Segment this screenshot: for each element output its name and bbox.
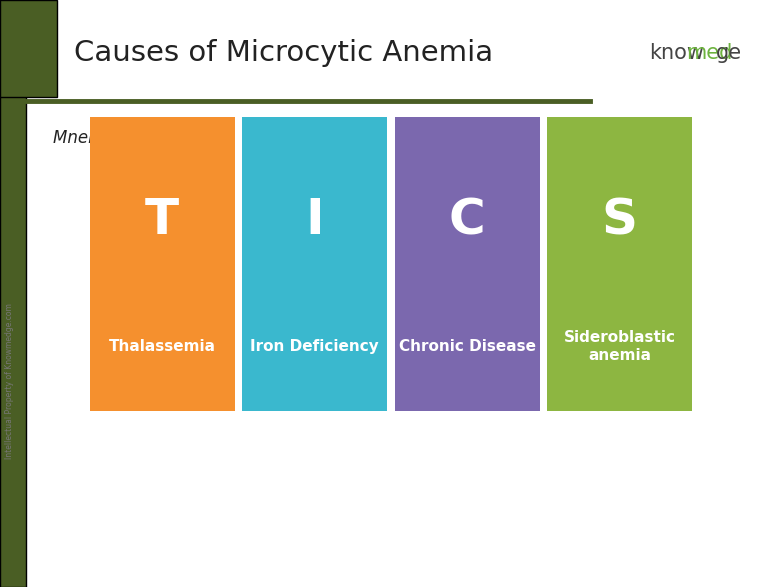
FancyBboxPatch shape: [90, 117, 235, 411]
Text: med: med: [687, 43, 733, 63]
Text: know: know: [649, 43, 704, 63]
Text: C: C: [449, 196, 486, 244]
FancyBboxPatch shape: [395, 117, 540, 411]
Text: Intellectual Property of Knowmedge.com: Intellectual Property of Knowmedge.com: [5, 303, 14, 460]
Text: I: I: [306, 196, 324, 244]
FancyBboxPatch shape: [242, 117, 387, 411]
FancyBboxPatch shape: [0, 0, 57, 97]
Text: S: S: [601, 196, 638, 244]
Text: Thalassemia: Thalassemia: [109, 339, 216, 354]
Text: Causes of Microcytic Anemia: Causes of Microcytic Anemia: [74, 39, 493, 67]
Text: Sideroblastic
anemia: Sideroblastic anemia: [564, 330, 676, 363]
FancyBboxPatch shape: [547, 117, 692, 411]
Text: Chronic Disease: Chronic Disease: [399, 339, 536, 354]
FancyBboxPatch shape: [0, 0, 26, 587]
Text: T: T: [145, 196, 179, 244]
Text: ge: ge: [716, 43, 742, 63]
Text: Iron Deficiency: Iron Deficiency: [250, 339, 379, 354]
Text: Mnemonic:  “TICS”: Mnemonic: “TICS”: [53, 129, 210, 147]
